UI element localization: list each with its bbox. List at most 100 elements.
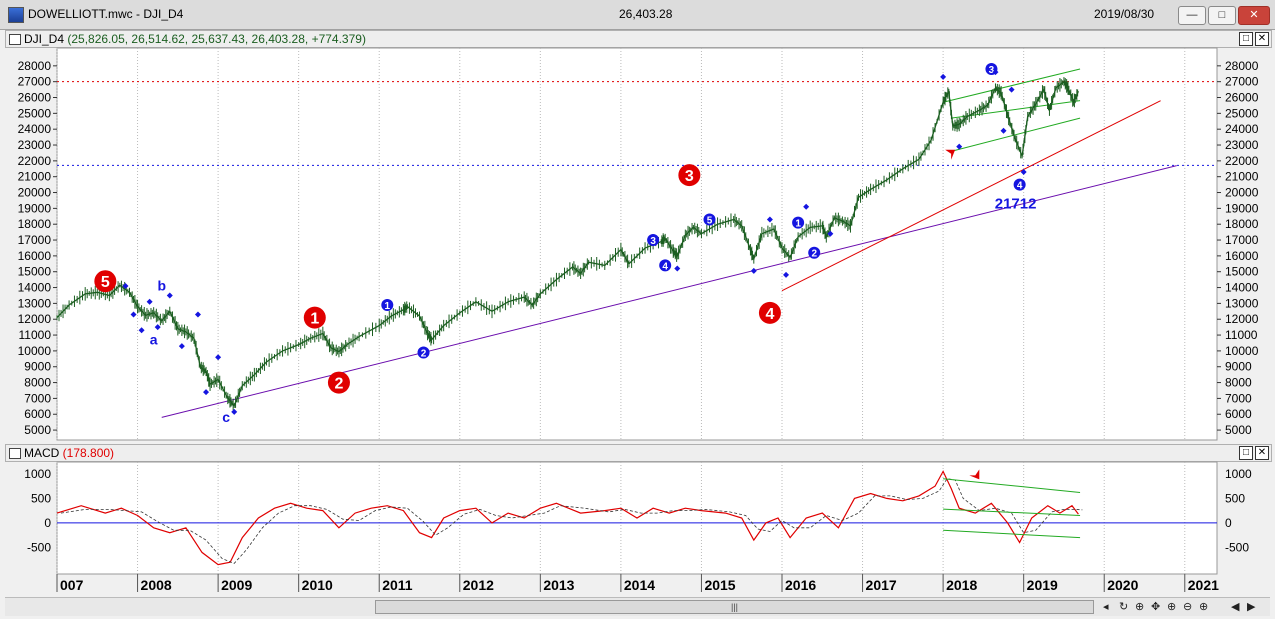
wave-label-red-text: 1	[310, 311, 319, 328]
x-tick-label: 2009	[221, 577, 252, 593]
wave-label-blue	[808, 246, 821, 259]
current-date: 2019/08/30	[1094, 7, 1155, 21]
price-y-tick-label: 13000	[1225, 296, 1259, 310]
price-y-tick-label: 27000	[18, 75, 52, 89]
pivot-marker	[122, 282, 129, 289]
panel-maximize-icon[interactable]: □	[1239, 446, 1253, 460]
wave-label-blue-text: 3	[650, 236, 656, 247]
wave-label-blue-text: 5	[707, 215, 713, 226]
pivot-marker	[750, 267, 757, 274]
zoom-in-icon[interactable]: ⊕	[1199, 601, 1209, 613]
macd-y-tick-label: 0	[1225, 516, 1232, 530]
price-y-tick-label: 19000	[1225, 201, 1259, 215]
price-y-tick-label: 12000	[18, 312, 52, 326]
pivot-marker	[138, 327, 145, 334]
price-y-tick-label: 11000	[19, 328, 52, 342]
price-y-tick-label: 23000	[18, 138, 52, 152]
macd-y-tick-label: 0	[44, 516, 51, 530]
macd-panel-header: MACD (178.800) □ ✕	[5, 444, 1272, 462]
macd-line	[56, 470, 1079, 566]
pivot-marker	[178, 343, 185, 350]
chart-scrollbar[interactable]: ||| ◂ ↻ ⊕ ✥ ⊕ ⊖ ⊕ ◀ ▶	[5, 597, 1270, 616]
panel-close-icon[interactable]: ✕	[1255, 32, 1269, 46]
scroll-thumb[interactable]: |||	[375, 600, 1094, 614]
macd-channel-line	[943, 508, 1081, 517]
price-y-tick-label: 10000	[1225, 344, 1259, 358]
price-y-tick-label: 20000	[18, 186, 52, 200]
price-y-tick-label: 14000	[1225, 281, 1259, 295]
panel-close-icon[interactable]: ✕	[1255, 446, 1269, 460]
price-y-tick-label: 24000	[18, 122, 52, 136]
channel-line	[951, 117, 1081, 152]
scroll-left-icon[interactable]: ◂	[1103, 601, 1109, 613]
pivot-marker	[674, 265, 681, 272]
minimize-icon[interactable]: —	[1178, 6, 1206, 25]
x-tick-label: 2011	[382, 577, 413, 593]
panel-maximize-icon[interactable]: □	[1239, 32, 1253, 46]
price-y-tick-label: 18000	[18, 217, 52, 231]
wave-label-blue	[647, 234, 660, 247]
price-y-tick-label: 25000	[18, 106, 52, 120]
price-y-tick-label: 13000	[18, 296, 52, 310]
price-y-tick-label: 22000	[18, 154, 52, 168]
pivot-marker	[215, 354, 222, 361]
pan-icon[interactable]: ✥	[1151, 601, 1161, 613]
pivot-marker	[203, 389, 210, 396]
wave-label-blue-text: 2	[421, 348, 427, 359]
price-y-tick-label: 28000	[1225, 59, 1259, 73]
x-tick-label: 2012	[463, 577, 494, 593]
wave-label-blue-text: 3	[989, 65, 995, 76]
macd-y-tick-label: -500	[27, 540, 51, 554]
x-tick-label: 2018	[946, 577, 977, 593]
price-y-tick-label: 7000	[24, 391, 51, 405]
pivot-marker	[1020, 168, 1027, 175]
price-y-tick-label: 6000	[1225, 407, 1252, 421]
price-y-tick-label: 16000	[1225, 249, 1259, 263]
price-y-tick-label: 5000	[24, 423, 51, 437]
price-y-tick-label: 26000	[18, 91, 52, 105]
pivot-marker	[803, 203, 810, 210]
price-y-tick-label: 12000	[1225, 312, 1259, 326]
macd-channel-line	[943, 529, 1081, 539]
wave-label-red	[678, 164, 701, 187]
refresh-icon[interactable]: ↻	[1119, 601, 1129, 613]
zoom-icon[interactable]: ⊕	[1135, 601, 1145, 613]
zoom-out-icon[interactable]: ⊖	[1183, 601, 1193, 613]
wave-label-blue	[703, 213, 716, 226]
current-value: 26,403.28	[619, 7, 673, 21]
wave-label-red-text: 2	[334, 376, 343, 393]
close-icon[interactable]: ✕	[1238, 6, 1270, 25]
price-y-tick-label: 15000	[18, 265, 52, 279]
expand-icon[interactable]: ⊕	[1167, 601, 1177, 613]
price-y-tick-label: 7000	[1225, 391, 1252, 405]
macd-panel-label: MACD (178.800)	[24, 446, 115, 460]
scroll-prev-icon[interactable]: ◀	[1231, 601, 1240, 613]
price-y-tick-label: 22000	[1225, 154, 1259, 168]
price-y-tick-label: 14000	[18, 281, 52, 295]
wave-label-blue-text: 1	[795, 219, 801, 230]
price-y-tick-label: 5000	[1225, 423, 1252, 437]
x-tick-label: 2014	[624, 577, 655, 593]
price-y-tick-label: 10000	[18, 344, 52, 358]
wave-letter: a	[150, 332, 158, 348]
channel-line	[942, 68, 1081, 103]
pivot-marker	[827, 230, 834, 237]
price-y-tick-label: 25000	[1225, 106, 1259, 120]
price-y-tick-label: 23000	[1225, 138, 1259, 152]
pivot-marker	[1008, 86, 1015, 93]
wave-label-red	[94, 270, 117, 293]
pivot-marker	[940, 73, 947, 80]
price-y-tick-label: 16000	[18, 249, 52, 263]
wave-label-red	[758, 301, 781, 324]
price-y-tick-label: 21000	[1225, 170, 1259, 184]
value-annotation: 21712	[995, 195, 1037, 212]
scroll-next-icon[interactable]: ▶	[1247, 601, 1256, 613]
wave-label-red	[327, 371, 350, 394]
arrow-up-icon	[941, 149, 956, 164]
channel-line	[951, 100, 1081, 119]
pivot-marker	[231, 408, 238, 415]
maximize-icon[interactable]: □	[1208, 6, 1236, 25]
wave-label-blue-text: 4	[1017, 181, 1023, 192]
price-y-tick-label: 17000	[18, 233, 52, 247]
price-y-tick-label: 24000	[1225, 122, 1259, 136]
